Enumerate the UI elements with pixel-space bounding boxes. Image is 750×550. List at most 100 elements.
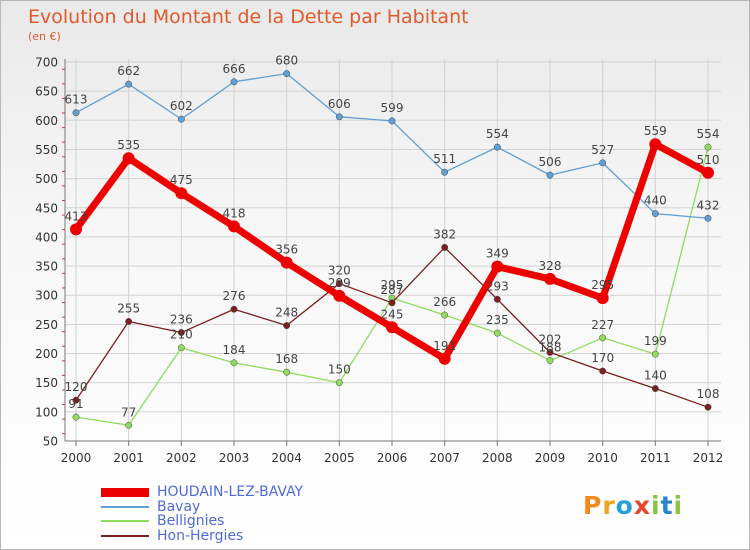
x-tick-label: 2006 xyxy=(377,451,408,465)
data-point xyxy=(546,357,554,364)
data-label: 184 xyxy=(223,343,246,357)
y-tick-label: 150 xyxy=(35,376,58,390)
data-point xyxy=(493,295,501,303)
data-label: 140 xyxy=(644,369,667,383)
data-label: 120 xyxy=(65,380,88,394)
data-label: 202 xyxy=(539,332,562,346)
data-label: 276 xyxy=(223,289,246,303)
brand-letter: x xyxy=(633,491,651,520)
data-label: 440 xyxy=(644,194,667,208)
data-point xyxy=(596,292,609,305)
data-point xyxy=(125,421,133,429)
data-point xyxy=(72,109,80,117)
legend-item: Bellignies xyxy=(101,514,303,529)
axes: 50 100 150 200 250 300 350 400 450 500 550 600 650 70… xyxy=(35,56,723,466)
data-label: 527 xyxy=(591,143,614,157)
y-tick-label: 300 xyxy=(35,289,58,303)
data-point xyxy=(333,289,346,302)
data-label: 511 xyxy=(433,152,456,166)
data-label: 599 xyxy=(381,101,404,115)
data-label: 191 xyxy=(433,339,456,353)
x-tick-label: 2012 xyxy=(693,451,724,465)
data-point xyxy=(493,143,501,151)
y-tick-label: 400 xyxy=(35,230,58,244)
data-label: 475 xyxy=(170,173,193,187)
brand-letter: i xyxy=(651,491,661,520)
y-tick-label: 700 xyxy=(35,56,58,70)
data-label: 559 xyxy=(644,124,667,138)
y-tick-label: 650 xyxy=(35,85,58,99)
legend-label: Hon-Hergies xyxy=(157,527,244,544)
data-label: 295 xyxy=(381,278,404,292)
data-label: 77 xyxy=(121,405,136,419)
data-label: 236 xyxy=(170,313,193,327)
data-point xyxy=(651,350,659,358)
data-label: 382 xyxy=(433,227,456,241)
y-tick-label: 450 xyxy=(35,201,58,215)
legend-label: HOUDAIN-LEZ-BAVAY xyxy=(157,484,304,500)
data-point xyxy=(704,214,712,222)
data-point xyxy=(651,385,659,392)
brand-logo: Proxiti xyxy=(583,491,683,520)
data-label: 602 xyxy=(170,99,193,113)
data-label: 320 xyxy=(328,264,351,278)
x-tick-label: 2009 xyxy=(535,451,566,465)
legend-swatch xyxy=(101,520,149,523)
data-label: 666 xyxy=(223,62,246,76)
data-point xyxy=(599,367,607,375)
data-point xyxy=(177,329,185,336)
legend: HOUDAIN-LEZ-BAVAY Bavay Bellignies Hon-Herg… xyxy=(101,485,303,543)
y-tick-label: 100 xyxy=(35,405,58,419)
data-label: 255 xyxy=(117,301,140,315)
data-label: 613 xyxy=(65,93,88,107)
legend-swatch xyxy=(101,487,149,497)
data-label: 349 xyxy=(486,247,509,261)
data-point xyxy=(441,311,449,319)
data-point xyxy=(125,318,133,325)
data-label: 432 xyxy=(697,198,720,212)
data-point xyxy=(491,260,504,273)
y-tick-label: 550 xyxy=(35,143,58,157)
data-point xyxy=(386,321,398,334)
data-point xyxy=(704,403,712,411)
data-label: 295 xyxy=(591,278,614,292)
x-tick-label: 2008 xyxy=(482,451,513,465)
chart-unit-label: (en €) xyxy=(28,30,61,43)
x-tick-label: 2011 xyxy=(640,451,671,465)
data-label: 662 xyxy=(117,64,140,78)
x-tick-label: 2010 xyxy=(587,451,618,465)
data-label: 245 xyxy=(381,307,404,321)
data-point xyxy=(441,168,449,176)
data-point xyxy=(493,329,501,337)
data-point xyxy=(177,344,185,352)
data-label: 535 xyxy=(117,138,140,152)
x-tick-label: 2004 xyxy=(271,451,302,465)
data-point xyxy=(335,280,343,288)
data-point xyxy=(651,210,659,218)
data-point xyxy=(544,272,556,285)
data-point xyxy=(335,113,343,121)
data-point xyxy=(388,299,396,307)
legend-item: Bavay xyxy=(101,499,303,515)
y-tick-label: 50 xyxy=(43,435,58,449)
data-label: 606 xyxy=(328,97,351,111)
data-label: 328 xyxy=(539,259,562,273)
brand-letter: i xyxy=(673,491,684,520)
legend-item: Hon-Hergies xyxy=(101,527,303,544)
x-tick-label: 2001 xyxy=(113,451,144,465)
data-point xyxy=(283,322,291,330)
brand-letter: P xyxy=(583,491,603,520)
data-label: 554 xyxy=(697,127,720,141)
legend-label: Bellignies xyxy=(157,513,225,529)
data-point xyxy=(283,70,291,78)
data-label: 413 xyxy=(65,209,88,223)
data-point xyxy=(72,396,80,404)
data-point xyxy=(335,379,343,387)
data-point xyxy=(280,256,293,269)
y-tick-label: 350 xyxy=(35,260,58,274)
chart-title: Evolution du Montant de la Dette par Hab… xyxy=(28,6,469,28)
legend-item: HOUDAIN-LEZ-BAVAY xyxy=(101,485,303,500)
data-label: 188 xyxy=(539,341,562,355)
